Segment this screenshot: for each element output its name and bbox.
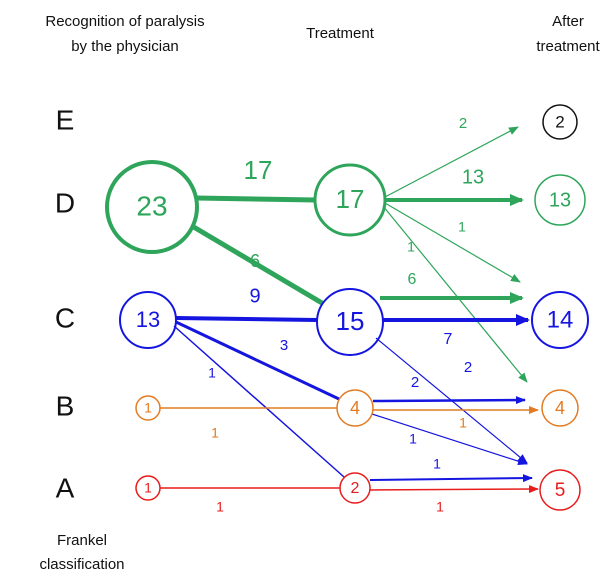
node	[534, 174, 586, 226]
edge-label: 7	[444, 331, 453, 348]
edge-label: 6	[250, 251, 260, 271]
node	[135, 475, 161, 501]
header: Treatment	[306, 25, 375, 42]
node-label: 1	[144, 400, 152, 416]
footer: Frankel	[57, 532, 107, 549]
edge	[384, 202, 521, 283]
edge-label: 1	[458, 219, 466, 235]
edge-label: 9	[249, 285, 260, 307]
edge-label: 1	[433, 456, 441, 472]
node-label: 2	[555, 112, 564, 131]
edge-label: 13	[462, 166, 484, 188]
edge-label: 17	[244, 155, 273, 185]
node-label: 15	[336, 306, 365, 336]
nodes: 23 17 15 13 1 4 1 2 2 13 14 4 5	[105, 104, 589, 511]
edge	[382, 205, 528, 383]
edge-label: 2	[411, 374, 419, 391]
node	[135, 395, 161, 421]
node-label: 4	[555, 398, 565, 418]
edge-label: 2	[464, 359, 472, 376]
node	[336, 389, 374, 427]
node-label: 17	[336, 184, 365, 214]
node	[313, 163, 387, 237]
edge-label: 1	[208, 365, 216, 381]
edge-labels: 17 6 2 13 1 1 6 9 7 2 3 1 1 1 2 1 1 1 1	[208, 115, 484, 515]
node	[541, 389, 579, 427]
grade: B	[56, 390, 75, 421]
node	[339, 472, 371, 504]
node-label: 23	[136, 190, 167, 221]
edge	[195, 195, 317, 203]
edge-label: 1	[407, 239, 415, 255]
node-label: 13	[549, 189, 571, 211]
node-label: 13	[136, 307, 160, 332]
footer: classification	[39, 556, 124, 573]
grade: A	[56, 472, 75, 503]
edge	[175, 320, 340, 401]
node	[105, 160, 199, 254]
node-label: 14	[547, 306, 574, 333]
node-label: 2	[351, 480, 360, 497]
edges	[160, 126, 539, 494]
node	[316, 288, 384, 356]
header: by the physician	[71, 38, 179, 55]
grade: C	[55, 302, 75, 333]
edge	[372, 396, 526, 405]
edge-label: 1	[409, 431, 417, 447]
header: Recognition of paralysis	[45, 13, 204, 30]
header: After	[552, 13, 584, 30]
edge	[384, 126, 519, 198]
edge-label: 3	[280, 337, 288, 354]
edge-label: 2	[459, 115, 467, 132]
edge	[369, 485, 539, 494]
grade: E	[56, 104, 75, 135]
edge-label: 1	[459, 415, 467, 431]
header: treatment	[536, 38, 600, 55]
edge-label: 1	[216, 499, 224, 515]
edge-label: 1	[436, 499, 444, 515]
edge	[173, 325, 345, 478]
node	[531, 291, 589, 349]
edge	[175, 316, 318, 322]
node	[542, 104, 578, 140]
edge-label: 1	[211, 425, 219, 441]
grade: D	[55, 187, 75, 218]
node	[119, 291, 177, 349]
edge	[371, 413, 528, 466]
node	[539, 469, 581, 511]
edge	[190, 223, 324, 306]
node-label: 5	[555, 480, 566, 501]
node-label: 4	[350, 398, 360, 418]
edge-label: 6	[408, 271, 417, 288]
edge	[369, 474, 533, 483]
node-label: 1	[144, 480, 152, 496]
